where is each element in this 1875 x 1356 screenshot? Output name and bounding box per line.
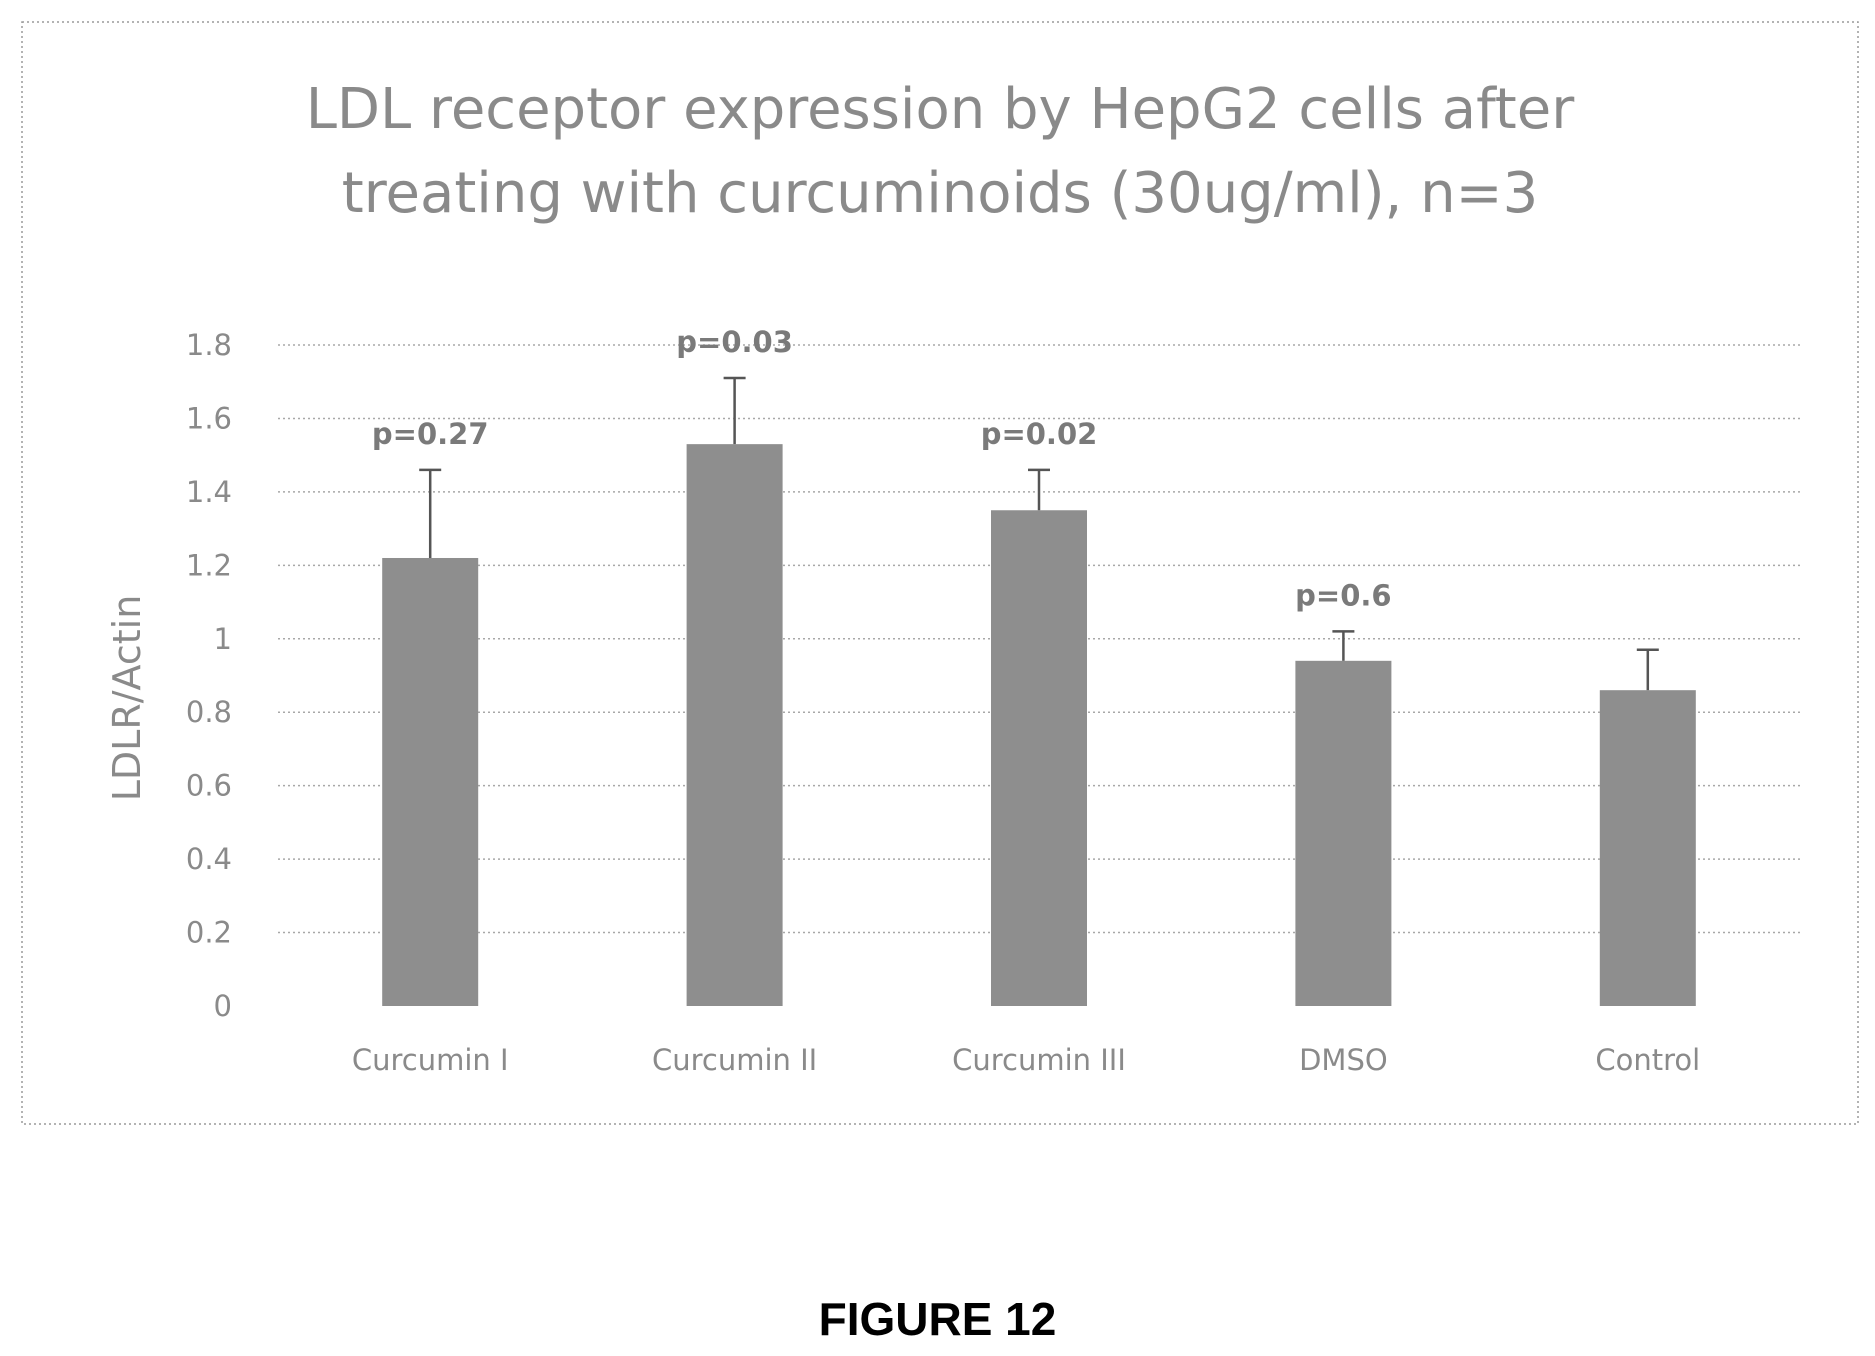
bar-0 — [382, 557, 479, 1006]
p-value-label-3: p=0.6 — [1295, 578, 1391, 612]
y-tick-labels: 0 0.2 0.4 0.6 0.8 1 1.2 1.4 1.6 1.8 — [186, 328, 232, 1023]
figure-caption: FIGURE 12 — [818, 1293, 1057, 1345]
bar-1 — [686, 444, 783, 1006]
error-bar-4 — [1636, 648, 1659, 691]
x-tick-label: Curcumin I — [352, 1043, 509, 1077]
bar-2 — [991, 510, 1087, 1006]
bars — [382, 444, 1696, 1006]
y-tick-label: 1.4 — [186, 475, 232, 509]
y-tick-label: 1.6 — [186, 401, 232, 435]
p-value-labels: p=0.27 p=0.03 p=0.02 p=0.6 — [372, 325, 1392, 612]
y-tick-label: 1 — [214, 622, 232, 656]
error-bar-2 — [1028, 468, 1050, 511]
y-axis-title: LDLR/Actin — [105, 595, 149, 802]
bar-3 — [1295, 660, 1392, 1006]
p-value-label-2: p=0.02 — [981, 417, 1098, 451]
error-bars — [419, 376, 1659, 691]
y-tick-label: 1.2 — [186, 548, 232, 582]
x-tick-label: Curcumin III — [952, 1043, 1126, 1077]
y-tick-label: 0 — [214, 989, 232, 1023]
p-value-label-1: p=0.03 — [676, 325, 793, 359]
y-tick-label: 0.6 — [186, 769, 232, 803]
y-tick-label: 0.4 — [186, 842, 232, 876]
error-bar-0 — [419, 468, 442, 558]
chart-title-line-2: treating with curcuminoids (30ug/ml), n=… — [342, 161, 1538, 226]
x-tick-labels: Curcumin I Curcumin II Curcumin III DMSO Con… — [352, 1043, 1700, 1077]
chart-frame — [21, 21, 1859, 1125]
bar-4 — [1599, 690, 1696, 1006]
p-value-label-0: p=0.27 — [372, 417, 489, 451]
x-tick-label: DMSO — [1299, 1043, 1388, 1077]
y-tick-label: 1.8 — [186, 328, 232, 362]
x-tick-label: Control — [1595, 1043, 1700, 1077]
chart-title-line-1: LDL receptor expression by HepG2 cells a… — [306, 77, 1575, 142]
error-bar-3 — [1332, 630, 1355, 661]
y-tick-label: 0.8 — [186, 695, 232, 729]
x-tick-label: Curcumin II — [652, 1043, 817, 1077]
error-bar-1 — [723, 376, 746, 445]
y-tick-label: 0.2 — [186, 916, 232, 950]
